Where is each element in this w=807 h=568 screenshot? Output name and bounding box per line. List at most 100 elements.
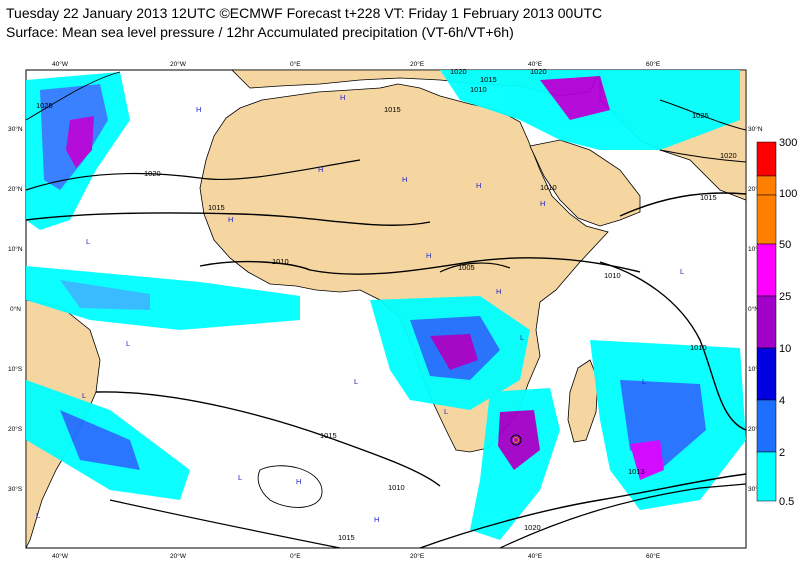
lat-label-right: 0°N <box>748 305 759 313</box>
high-pressure-mark: H <box>540 199 545 208</box>
high-pressure-mark: H <box>476 181 481 190</box>
legend-label: 25 <box>779 291 791 303</box>
lat-label-left: 20°S <box>8 425 23 433</box>
legend-label: 300 <box>779 137 797 149</box>
pressure-mark-layer: H H H H H H H H H L L L L L L L L H H L … <box>36 93 684 524</box>
isobar-label: 1015 <box>320 431 337 440</box>
low-pressure-mark: L <box>238 473 242 482</box>
lon-label-top: 40°W <box>52 60 69 68</box>
legend-label: 2 <box>779 447 785 459</box>
lon-label-bottom: 40°W <box>52 552 69 560</box>
lon-label-top: 0°E <box>290 60 301 68</box>
high-pressure-mark: H <box>340 93 345 102</box>
lon-label-top: 40°E <box>528 60 543 68</box>
lat-label-right: 10°S <box>748 365 763 373</box>
lon-labels-top: 40°W 20°W 0°E 20°E 40°E 60°E <box>52 60 661 68</box>
isobar-1010-central <box>199 257 641 275</box>
lat-label-left: 10°S <box>8 365 23 373</box>
legend-label: 50 <box>779 239 791 251</box>
isobar-label: 1015 <box>384 105 401 114</box>
title-line-1: Tuesday 22 January 2013 12UTC ©ECMWF For… <box>6 5 603 21</box>
legend-swatch <box>756 347 777 401</box>
isobar-label: 1005 <box>458 263 475 272</box>
isobar-1015-east <box>619 192 747 217</box>
isobar-label: 1020 <box>524 523 541 532</box>
lon-label-bottom: 20°W <box>170 552 187 560</box>
arabia-land <box>529 139 641 227</box>
precip-indian-core <box>630 440 664 480</box>
lon-label-bottom: 60°E <box>646 552 661 560</box>
isobar-label: 1010 <box>272 257 289 266</box>
high-pressure-mark: H <box>228 215 233 224</box>
precip-mediterranean-core <box>540 76 610 120</box>
isobar-1025-northeast <box>659 99 747 131</box>
isobar-1015-southeast <box>419 473 747 549</box>
isobar-label: 1020 <box>450 67 467 76</box>
low-pressure-mark: L <box>36 511 40 520</box>
isobar-layer <box>25 71 747 549</box>
low-pressure-mark: L <box>642 377 646 386</box>
lon-label-bottom: 0°E <box>290 552 301 560</box>
lat-labels-left: 30°N 20°N 10°N 0°N 10°S 20°S 30°S <box>8 125 23 493</box>
lat-label-right: 30°S <box>748 485 763 493</box>
isobar-1020-southeast <box>499 483 747 549</box>
lon-labels-bottom: 40°W 20°W 0°E 20°E 40°E 60°E <box>52 552 661 560</box>
high-pressure-mark: H <box>196 105 201 114</box>
lat-label-left: 20°N <box>8 185 23 193</box>
legend-label: 0.5 <box>779 496 794 508</box>
lat-label-left: 10°N <box>8 245 23 253</box>
isobar-1015-north <box>25 212 431 226</box>
madagascar-land <box>567 359 599 443</box>
isobar-1010-east <box>599 261 747 431</box>
precip-layer <box>26 70 746 540</box>
lon-label-top: 20°E <box>410 60 425 68</box>
lat-label-left: 0°N <box>10 305 21 313</box>
legend-label: 100 <box>779 188 797 200</box>
isobar-label: 1015 <box>700 193 717 202</box>
low-pressure-mark: L <box>444 407 448 416</box>
high-pressure-mark: H <box>374 515 379 524</box>
legend-labels: 300 100 50 25 10 4 2 0.5 <box>779 137 797 508</box>
precip-congo-core <box>430 334 478 370</box>
map-panel: 1025 1020 1015 1010 1005 1015 1020 1010 … <box>25 67 747 549</box>
legend-swatch <box>756 175 777 196</box>
isobar-1015-south <box>95 391 441 487</box>
legend-label: 10 <box>779 343 791 355</box>
isobar-1020-south <box>109 499 341 549</box>
isobar-label: 1010 <box>690 343 707 352</box>
isobar-label: 1010 <box>470 85 487 94</box>
lon-label-bottom: 40°E <box>528 552 543 560</box>
isobar-label: 1013 <box>628 467 645 476</box>
high-pressure-mark: H <box>496 287 501 296</box>
isobar-label: 1010 <box>388 483 405 492</box>
isobar-1020-north <box>25 159 361 191</box>
isobar-label: 1015 <box>208 203 225 212</box>
isobar-1025-north <box>25 71 121 121</box>
cyclone-marker <box>510 434 522 446</box>
legend-swatch <box>756 399 777 453</box>
precip-itcz-mid <box>60 280 150 310</box>
legend-swatch <box>756 451 777 502</box>
isobar-label: 1015 <box>480 75 497 84</box>
high-pressure-mark: H <box>318 165 323 174</box>
low-pressure-mark: L <box>82 391 86 400</box>
precip-legend: 300 100 50 25 10 4 2 0.5 <box>756 137 797 508</box>
lat-label-right: 30°N <box>748 125 763 133</box>
isobar-label: 1010 <box>604 271 621 280</box>
isobar-label: 1025 <box>36 101 53 110</box>
legend-swatch <box>756 141 777 177</box>
high-pressure-mark: H <box>402 175 407 184</box>
lat-label-right: 10°N <box>748 245 763 253</box>
isobar-label: 1020 <box>720 151 737 160</box>
lon-label-top: 20°W <box>170 60 187 68</box>
isobar-label-layer: 1025 1020 1015 1010 1005 1015 1020 1010 … <box>36 67 737 542</box>
legend-swatch <box>756 194 777 245</box>
low-pressure-mark: L <box>520 333 524 342</box>
isobar-label: 1010 <box>540 183 557 192</box>
legend-swatch <box>756 295 777 349</box>
lon-label-top: 60°E <box>646 60 661 68</box>
isobar-label: 1015 <box>338 533 355 542</box>
legend-label: 4 <box>779 395 785 407</box>
low-pressure-mark: L <box>354 377 358 386</box>
